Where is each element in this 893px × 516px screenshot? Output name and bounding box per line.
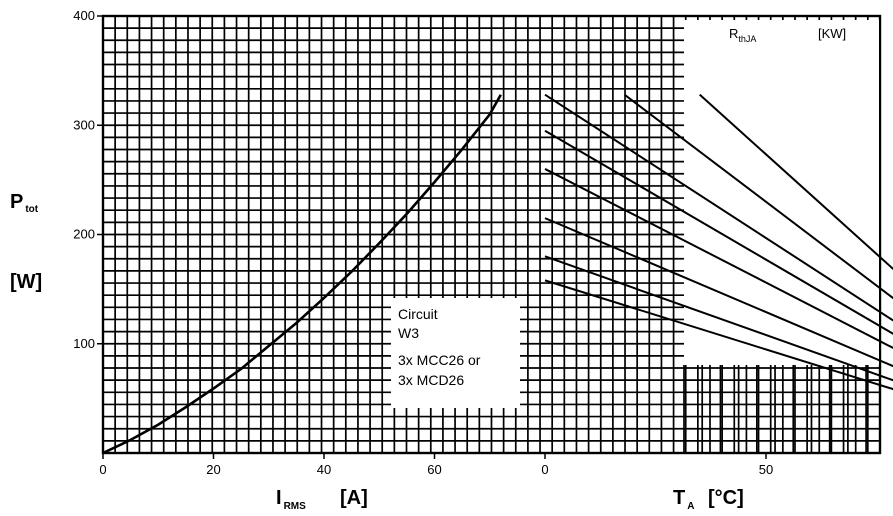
x-axis-label-left-main: I	[276, 487, 282, 509]
annotation-box	[391, 298, 520, 408]
y-axis-unit: [W]	[10, 271, 42, 293]
annotation-line-4: 3x MCD26	[398, 372, 464, 388]
x-tick-label-left: 20	[206, 462, 220, 477]
x-axis-label-left-sub: RMS	[284, 501, 307, 512]
x-axis-unit-left: [A]	[340, 487, 368, 509]
derating-line	[544, 93, 893, 322]
derating-line	[544, 255, 893, 382]
derating-line	[544, 168, 893, 349]
annotation-line-1: Circuit	[398, 306, 438, 322]
series-layer	[102, 93, 893, 455]
x-axis-label-left: I RMS	[276, 487, 306, 512]
derating-line	[699, 93, 893, 271]
y-tick-label: 400	[73, 8, 95, 23]
y-axis-label-main: P	[10, 191, 23, 213]
legend-unit: [KW]	[818, 26, 846, 41]
x-axis-label-right-main: T	[673, 487, 685, 509]
annotation-line-3: 3x MCC26 or	[398, 352, 481, 368]
legend-box	[684, 20, 879, 365]
x-tick-label-right: 50	[759, 462, 773, 477]
derating-line	[544, 279, 893, 391]
legend-grid	[683, 365, 867, 453]
x-tick-label-left: 40	[317, 462, 331, 477]
y-axis-label-sub: tot	[25, 204, 38, 215]
x-axis-label-right-sub: A	[687, 501, 694, 512]
legend-title: RthJA	[729, 26, 756, 44]
y-tick-label: 100	[73, 336, 95, 351]
legend-title-main: R	[729, 26, 738, 41]
legend-title-sub: thJA	[738, 34, 756, 44]
derating-line	[623, 93, 893, 300]
x-axis-unit-right: [°C]	[708, 487, 744, 509]
x-tick-label-left: 60	[427, 462, 441, 477]
annotation-line-2: W3	[398, 325, 419, 341]
x-tick-label-left: 0	[99, 462, 106, 477]
axes: 1002003004000204060050100150	[73, 8, 773, 477]
y-tick-label: 300	[73, 117, 95, 132]
derating-line	[544, 217, 893, 368]
x-tick-label-right: 0	[541, 462, 548, 477]
y-tick-label: 200	[73, 227, 95, 242]
derating-line	[544, 129, 893, 335]
power-curve	[102, 94, 502, 455]
